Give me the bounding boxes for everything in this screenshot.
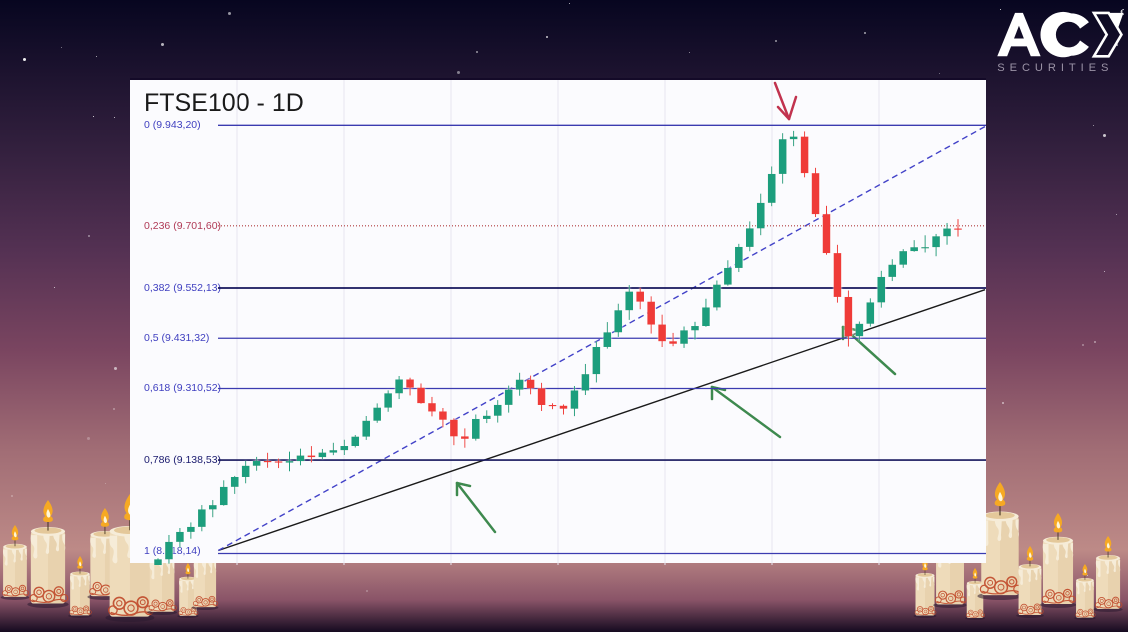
svg-text:SECURITIES: SECURITIES (997, 62, 1113, 74)
